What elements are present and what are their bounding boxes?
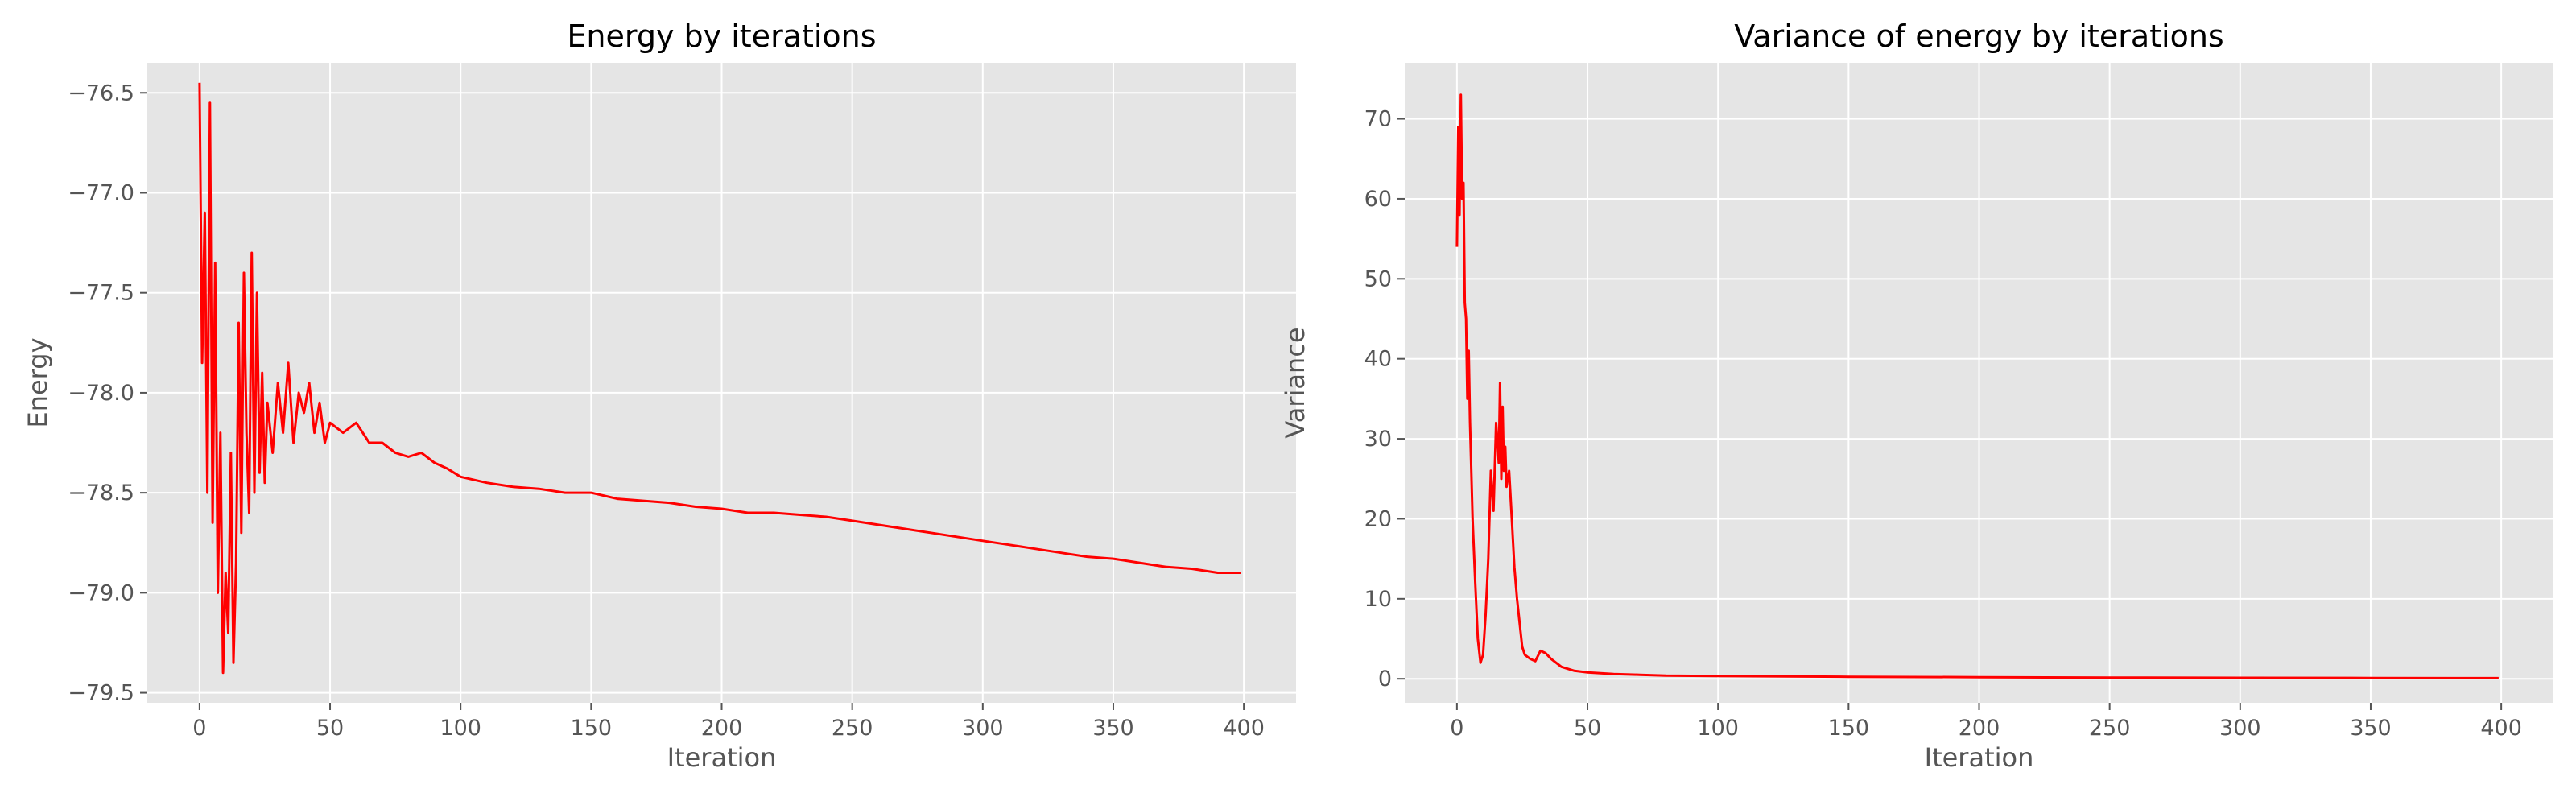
chart-0-x-tick-label: 200 [701, 716, 743, 741]
chart-0-x-tick-label: 350 [1092, 716, 1134, 741]
chart-1-x-tick-label: 250 [2089, 716, 2131, 741]
chart-1-x-tick-label: 300 [2219, 716, 2261, 741]
chart-1-y-tick-label: 60 [1364, 187, 1392, 212]
chart-1-y-axis-label: Variance [1280, 327, 1311, 438]
chart-0-title: Energy by iterations [567, 19, 876, 54]
chart-0-y-tick-label: −79.0 [68, 580, 134, 605]
chart-0-y-tick-label: −76.5 [68, 80, 134, 105]
chart-0-x-tick-label: 150 [571, 716, 613, 741]
chart-1-x-tick-label: 0 [1450, 716, 1463, 741]
chart-0-x-tick-label: 0 [192, 716, 206, 741]
chart-0-x-tick-label: 50 [316, 716, 344, 741]
chart-1-x-tick-label: 150 [1828, 716, 1870, 741]
chart-1-x-axis-label: Iteration [1925, 742, 2034, 773]
chart-1-x-tick-label: 200 [1959, 716, 2000, 741]
chart-1-x-tick-label: 50 [1574, 716, 1601, 741]
chart-1-x-tick-label: 100 [1697, 716, 1739, 741]
chart-0-x-tick-label: 250 [832, 716, 873, 741]
chart-1-title: Variance of energy by iterations [1734, 19, 2223, 54]
chart-1-y-tick-label: 40 [1364, 347, 1392, 372]
chart-0-x-tick-label: 300 [962, 716, 1004, 741]
chart-1-y-tick-label: 70 [1364, 107, 1392, 132]
chart-0-y-tick-label: −77.5 [68, 281, 134, 306]
chart-0-y-tick-label: −78.0 [68, 381, 134, 406]
chart-0-y-tick-label: −78.5 [68, 481, 134, 506]
chart-1: 0 50 100 150 200 250 300 350 400 0 10 20 30 40 50 60 70 V… [1280, 19, 2553, 773]
chart-1-series-line [1455, 93, 2499, 679]
chart-1-y-tick-label: 0 [1378, 667, 1392, 691]
chart-0-y-tick-label: −77.0 [68, 180, 134, 205]
chart-0-y-axis-label: Energy [23, 337, 53, 427]
chart-0-x-tick-label: 100 [440, 716, 481, 741]
chart-1-x-tick-label: 350 [2350, 716, 2392, 741]
chart-1-y-tick-label: 30 [1364, 427, 1392, 452]
chart-1-x-tick-label: 400 [2480, 716, 2522, 741]
chart-1-y-tick-label: 20 [1364, 506, 1392, 531]
chart-0-x-axis-label: Iteration [667, 742, 777, 773]
chart-0: 0 50 100 150 200 250 300 350 400 −79.5 −79.0 −78.5 −… [23, 19, 1296, 773]
chart-1-y-tick-label: 10 [1364, 587, 1392, 612]
chart-0-y-tick-label: −79.5 [68, 681, 134, 706]
chart-1-y-tick-label: 50 [1364, 266, 1392, 291]
chart-0-x-tick-label: 400 [1223, 716, 1265, 741]
